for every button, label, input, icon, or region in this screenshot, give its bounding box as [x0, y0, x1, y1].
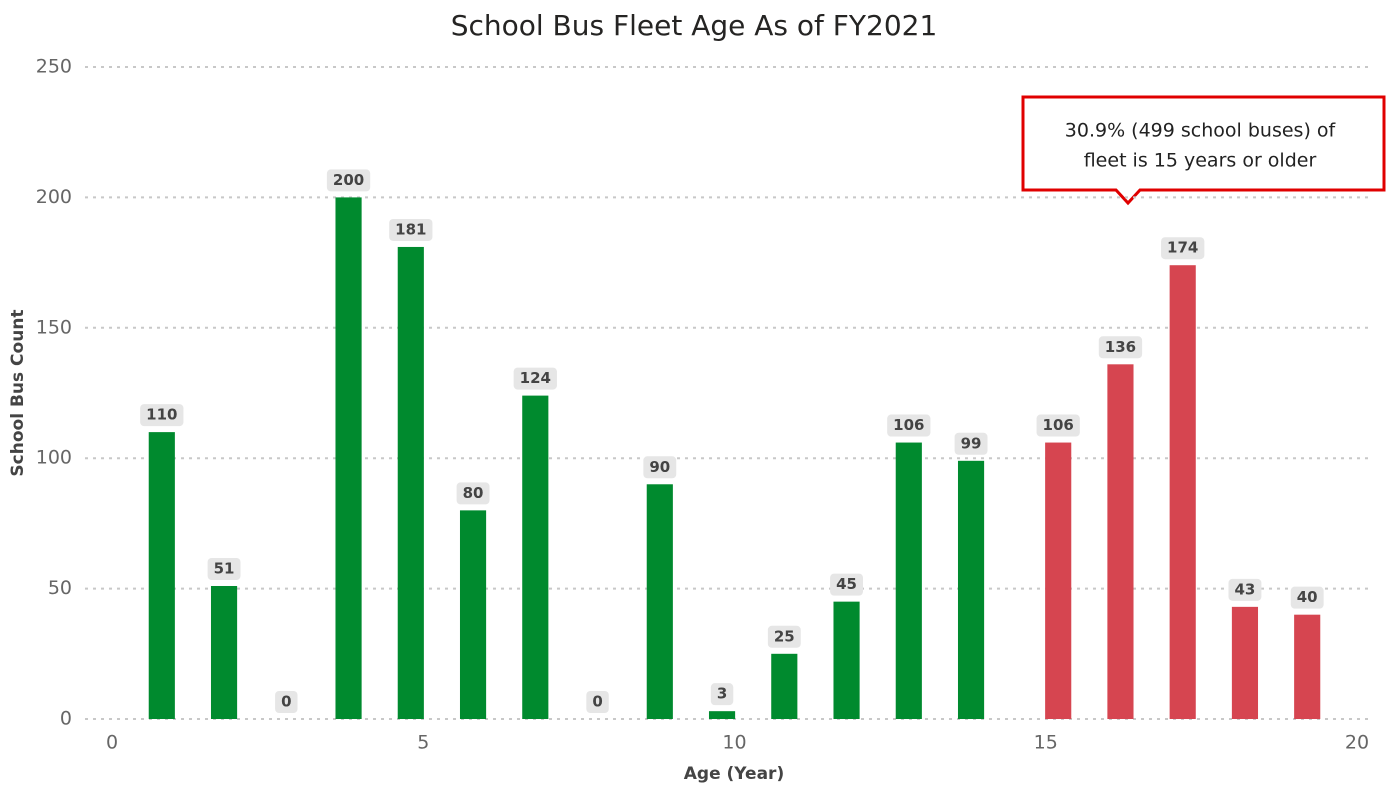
data-label-bg: [1036, 414, 1080, 437]
data-label-bg: [1228, 578, 1262, 601]
annotation-line: fleet is 15 years or older: [1084, 150, 1317, 172]
data-label-text: 0: [281, 693, 291, 711]
data-label-bg: [887, 414, 931, 437]
data-label-bg: [389, 218, 433, 241]
data-label-bg: [954, 432, 988, 455]
data-label-bg: [456, 482, 490, 505]
x-tick-label: 10: [722, 732, 746, 754]
bar: [895, 442, 922, 719]
data-label-text: 110: [146, 406, 177, 424]
data-label-bg: [586, 691, 609, 713]
data-label-text: 99: [961, 434, 982, 452]
data-label: 110: [140, 404, 184, 427]
data-label-bg: [275, 691, 298, 713]
bar: [459, 510, 487, 719]
bar: [708, 711, 736, 719]
data-label-bg: [643, 456, 677, 479]
y-tick-label: 250: [36, 56, 72, 78]
bar: [1231, 606, 1259, 719]
bar: [957, 460, 985, 719]
data-label-bg: [207, 557, 241, 580]
data-label-text: 25: [774, 627, 795, 645]
bar: [771, 653, 798, 719]
data-label: 136: [1098, 336, 1143, 359]
data-label-text: 45: [836, 575, 857, 593]
x-tick-label: 20: [1345, 732, 1369, 754]
bar: [335, 197, 362, 719]
y-axis-label: School Bus Count: [8, 309, 28, 476]
bar: [210, 585, 238, 719]
data-label-text: 136: [1105, 338, 1136, 356]
data-label-text: 124: [520, 369, 551, 387]
y-tick-label: 0: [60, 708, 72, 730]
data-label-text: 80: [463, 484, 484, 502]
annotation: 30.9% (499 school buses) of fleet is 15 …: [1021, 95, 1386, 206]
data-label: 25: [767, 625, 801, 648]
data-label-bg: [1290, 586, 1324, 609]
data-label: 181: [389, 218, 433, 241]
bar: [397, 246, 424, 719]
data-label-bg: [513, 367, 557, 390]
data-label: 99: [954, 432, 988, 455]
data-label-text: 200: [333, 171, 364, 189]
data-label-bg: [326, 169, 371, 192]
chart-title: School Bus Fleet Age As of FY2021: [451, 9, 938, 42]
x-tick-label: 0: [106, 732, 118, 754]
data-label: 200: [326, 169, 371, 192]
data-label-text: 3: [717, 685, 727, 703]
x-tick-label: 15: [1034, 732, 1058, 754]
data-label-bg: [1098, 336, 1143, 359]
data-label-bg: [140, 404, 184, 427]
data-label-text: 106: [1043, 416, 1074, 434]
y-tick-label: 100: [36, 447, 72, 469]
data-label: 43: [1228, 578, 1262, 601]
data-label-text: 106: [893, 416, 924, 434]
data-label: 90: [643, 456, 677, 479]
data-label-text: 51: [214, 559, 235, 577]
data-label: 106: [1036, 414, 1080, 437]
bar: [833, 601, 860, 719]
data-label-bg: [767, 625, 801, 648]
bar: [1045, 442, 1072, 719]
data-label-bg: [710, 683, 734, 706]
data-label: 106: [887, 414, 931, 437]
data-label: 0: [275, 691, 298, 713]
data-label-text: 0: [592, 693, 602, 711]
data-label: 40: [1290, 586, 1324, 609]
y-tick-label: 200: [36, 186, 72, 208]
bar: [148, 432, 175, 719]
data-label: 45: [830, 573, 863, 596]
data-label: 80: [456, 482, 490, 505]
data-label-text: 181: [395, 220, 426, 238]
data-label-text: 43: [1235, 580, 1256, 598]
y-tick-label: 150: [36, 316, 72, 338]
data-label: 0: [586, 691, 609, 713]
data-label: 174: [1161, 237, 1205, 260]
x-tick-label: 5: [417, 732, 429, 754]
data-label-text: 90: [649, 458, 670, 476]
bar: [1107, 364, 1134, 719]
data-label: 3: [710, 683, 734, 706]
x-axis-label: Age (Year): [684, 764, 784, 784]
data-label-bg: [830, 573, 863, 596]
bar: [522, 395, 549, 719]
annotation-line: 30.9% (499 school buses) of: [1065, 120, 1337, 142]
data-label-text: 40: [1297, 588, 1318, 606]
bar: [646, 484, 673, 719]
bar: [1294, 614, 1321, 719]
y-tick-label: 50: [48, 577, 72, 599]
data-label-text: 174: [1167, 239, 1198, 257]
data-label: 51: [207, 557, 241, 580]
data-label-bg: [1161, 237, 1205, 260]
data-label: 124: [513, 367, 557, 390]
bar: [1169, 265, 1196, 719]
